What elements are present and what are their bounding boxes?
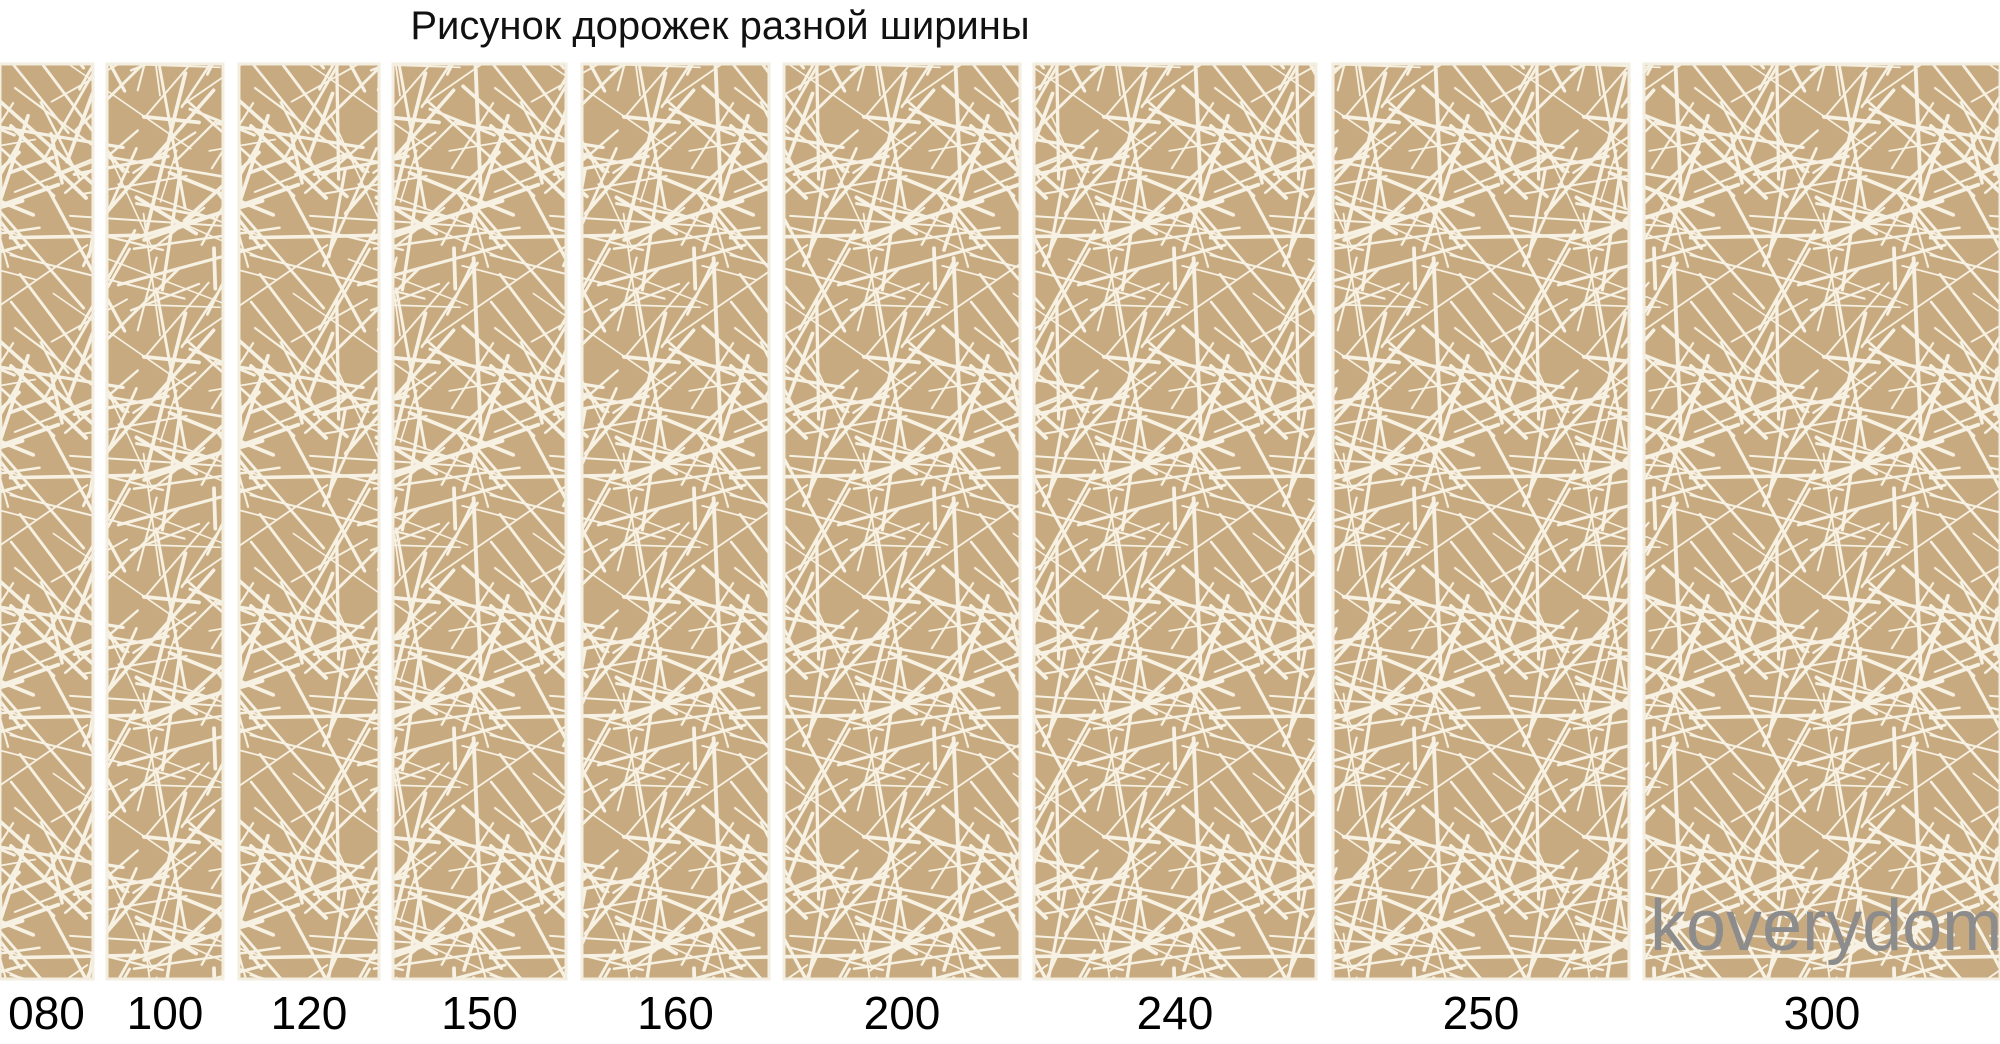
- runner-swatch: [0, 62, 95, 981]
- runner-swatch: [391, 62, 568, 981]
- runner-width-label: 240: [1136, 987, 1214, 1039]
- runner-100: [105, 62, 225, 981]
- runner-swatch: [1032, 62, 1318, 981]
- runner-200: [782, 62, 1022, 981]
- runner-300: [1642, 62, 2000, 981]
- runner-160: [580, 62, 771, 981]
- page-title: Рисунок дорожек разной ширины: [410, 4, 1030, 48]
- runner-width-label: 120: [270, 987, 348, 1039]
- runner-swatch: [1642, 62, 2000, 981]
- runner-swatch: [782, 62, 1022, 981]
- runner-width-label: 250: [1442, 987, 1520, 1039]
- runner-150: [391, 62, 568, 981]
- runner-250: [1331, 62, 1631, 981]
- runner-width-label: 160: [637, 987, 714, 1039]
- runner-width-label: 080: [8, 987, 85, 1039]
- runner-swatch: [1331, 62, 1631, 981]
- runner-width-label: 150: [441, 987, 518, 1039]
- runner-120: [237, 62, 381, 981]
- runner-080: [0, 62, 95, 981]
- runner-240: [1032, 62, 1318, 981]
- runner-swatch: [105, 62, 225, 981]
- runner-swatch: [237, 62, 381, 981]
- runner-width-label: 300: [1783, 987, 1861, 1039]
- runner-width-label: 200: [863, 987, 941, 1039]
- runner-swatch: [580, 62, 771, 981]
- runner-width-label: 100: [126, 987, 204, 1039]
- watermark: koverydom.ru: [1650, 886, 2000, 966]
